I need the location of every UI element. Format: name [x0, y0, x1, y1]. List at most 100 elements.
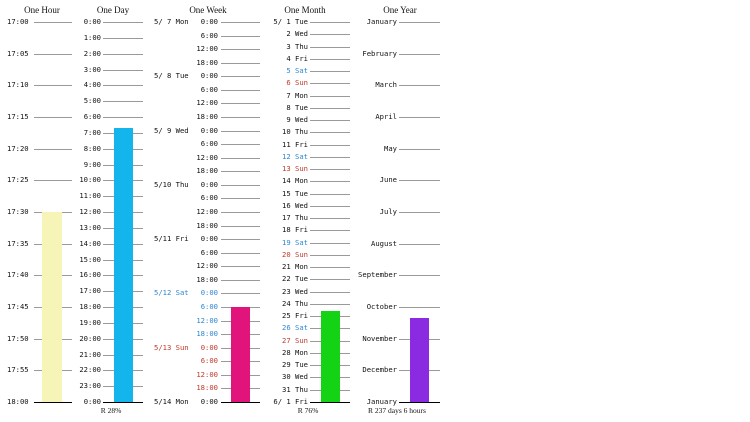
tick-label: April: [375, 112, 397, 121]
tick-line: [103, 53, 143, 55]
tick-line: [310, 58, 350, 60]
tick-label: 6:00: [200, 302, 218, 311]
tick-label: 18:00: [196, 112, 218, 121]
tick-label: 15 Tue: [282, 188, 308, 198]
tick-line: [221, 171, 260, 173]
tick-line: [34, 117, 72, 118]
remaining-label: R 237 days 6 hours: [368, 406, 426, 415]
tick-label: 30 Wed: [282, 372, 308, 382]
tick-line: [310, 34, 350, 36]
tick-label: 12:00: [196, 152, 218, 162]
tick-label: 27 Sun: [282, 335, 308, 345]
tick-label: 17:20: [7, 143, 29, 153]
tick-label: 17:25: [7, 175, 29, 185]
remaining-label: R 76%: [297, 406, 319, 415]
tick-line: [221, 279, 260, 281]
tick-line: [221, 266, 260, 268]
tick-line: [221, 22, 260, 23]
tick-label: 5/ 9 Wed: [154, 125, 189, 135]
tick-line: [103, 101, 143, 103]
tick-label: 11:00: [79, 191, 101, 201]
tick-label: 14 Mon: [282, 176, 308, 186]
tick-label: May: [384, 143, 397, 153]
tick-label: 5/ 8 Tue: [154, 71, 189, 81]
tick-label: 5/ 1 Tue: [273, 17, 308, 26]
tick-line: [221, 76, 260, 78]
tick-line: [310, 144, 350, 146]
tick-label: 6:00: [200, 193, 218, 203]
tick-line: [310, 181, 350, 183]
tick-line: [399, 117, 440, 118]
progress-bar: [114, 128, 133, 402]
tick-label: 0:00: [83, 17, 101, 26]
tick-label: 31 Thu: [282, 384, 308, 394]
tick-label: 17:55: [7, 365, 29, 375]
tick-label: 6:00: [200, 84, 218, 94]
tick-label: 17:35: [7, 238, 29, 248]
tick-label: 11 Fri: [282, 139, 308, 149]
tick-label: September: [358, 270, 397, 280]
tick-line: [310, 303, 350, 305]
tick-label: 5/ 7 Mon: [154, 17, 189, 26]
tick-label: 9 Wed: [286, 115, 308, 125]
column-title: One Hour: [24, 5, 60, 15]
tick-label: 6:00: [200, 356, 218, 366]
tick-label: 24 Thu: [282, 298, 308, 308]
tick-line: [310, 218, 350, 220]
tick-label: 6 Sun: [286, 78, 308, 88]
tick-line: [221, 49, 260, 51]
tick-label: 17:15: [7, 112, 29, 121]
column-title: One Week: [189, 5, 227, 15]
tick-label: June: [379, 175, 397, 185]
tick-line: [34, 85, 72, 87]
tick-label: 28 Mon: [282, 347, 308, 357]
tick-label: 4:00: [83, 80, 101, 90]
tick-label: 12:00: [196, 315, 218, 325]
tick-label: 12:00: [196, 369, 218, 379]
tick-label: 17:45: [7, 302, 29, 311]
tick-label: 18:00: [196, 220, 218, 230]
tick-line: [310, 83, 350, 85]
progress-bar: [231, 307, 250, 402]
tick-label: 3 Thu: [286, 41, 308, 51]
tick-label: February: [362, 48, 397, 58]
tick-line: [103, 117, 143, 118]
tick-line: [310, 267, 350, 269]
tick-label: 2:00: [83, 48, 101, 58]
tick-label: 0:00: [200, 342, 218, 352]
tick-label: 0:00: [200, 234, 218, 244]
tick-line: [34, 148, 72, 150]
tick-label: 17:50: [7, 333, 29, 343]
tick-line: [34, 53, 72, 55]
progress-bar: [410, 318, 429, 402]
tick-label: 7 Mon: [286, 90, 308, 100]
tick-line: [399, 275, 440, 277]
tick-label: August: [371, 238, 397, 248]
tick-label: 17:05: [7, 48, 29, 58]
tick-label: 23:00: [79, 381, 101, 391]
tick-line: [221, 144, 260, 146]
tick-label: 17:30: [7, 207, 29, 216]
tick-line: [399, 180, 440, 182]
tick-line: [399, 212, 440, 213]
tick-line: [34, 22, 72, 23]
tick-label: 18:00: [196, 329, 218, 339]
tick-line: [221, 184, 260, 186]
tick-line: [399, 22, 440, 23]
tick-line: [310, 242, 350, 244]
tick-line: [221, 293, 260, 295]
tick-label: 3:00: [83, 64, 101, 74]
tick-line: [310, 120, 350, 122]
tick-label: 23 Wed: [282, 286, 308, 296]
tick-line: [103, 22, 143, 23]
baseline: [221, 402, 260, 403]
tick-label: 4 Fri: [286, 53, 308, 63]
tick-label: 5:00: [83, 96, 101, 106]
remaining-label: R 28%: [100, 406, 122, 415]
tick-line: [34, 180, 72, 182]
tick-label: 17:00: [79, 286, 101, 296]
tick-label: 19:00: [79, 317, 101, 327]
tick-label: 18:00: [196, 274, 218, 284]
tick-label: 12:00: [196, 98, 218, 108]
tick-line: [310, 169, 350, 171]
